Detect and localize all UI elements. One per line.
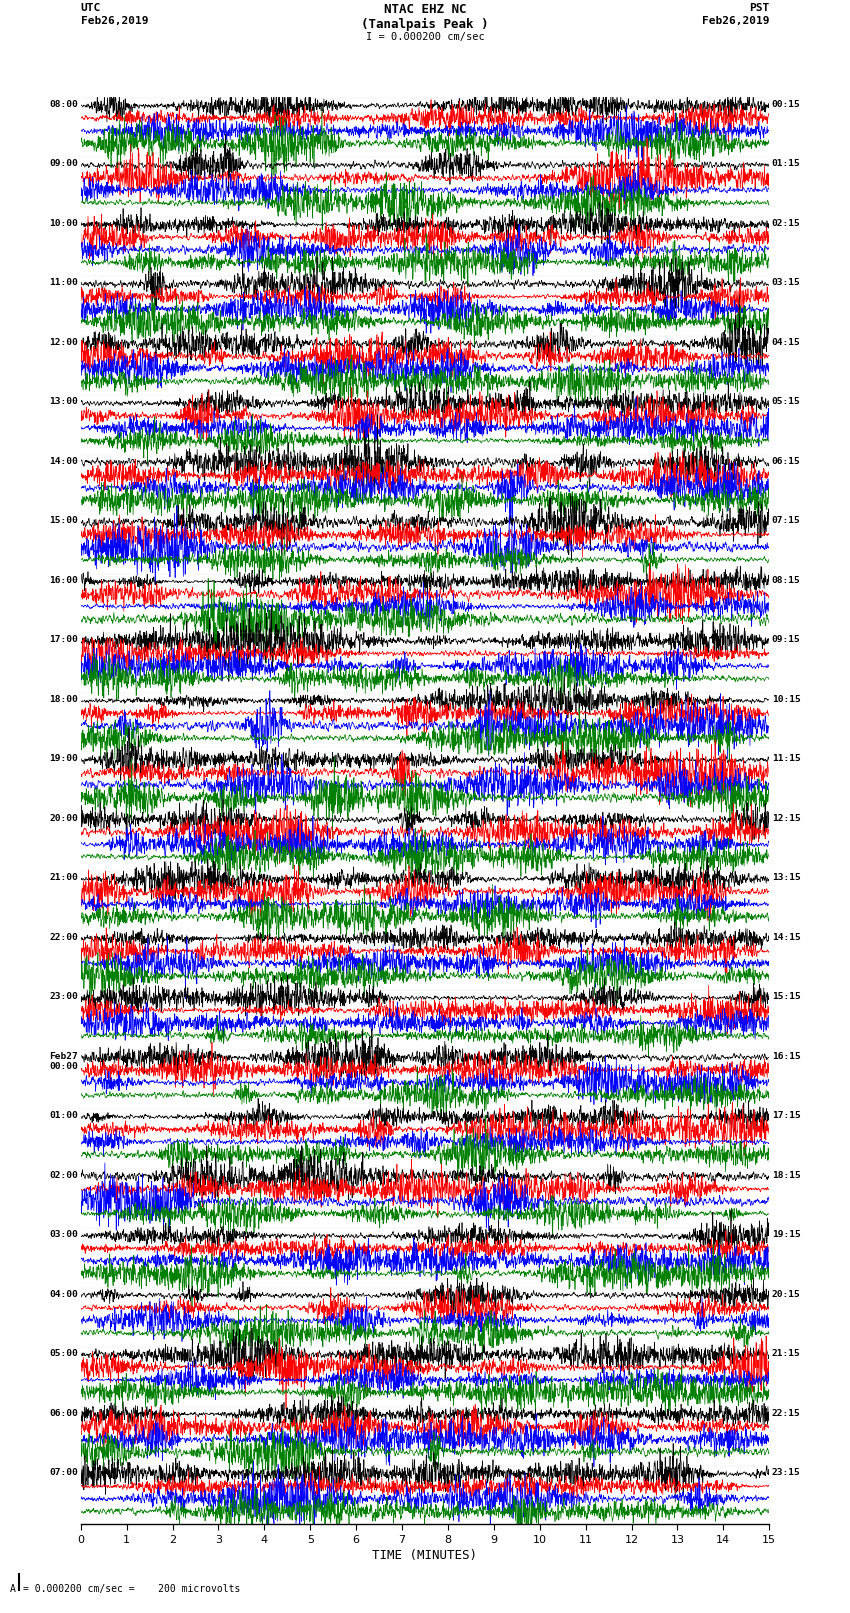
Text: 02:00: 02:00: [49, 1171, 78, 1179]
Text: 01:15: 01:15: [772, 160, 801, 168]
Text: 10:00: 10:00: [49, 219, 78, 227]
Text: 03:00: 03:00: [49, 1231, 78, 1239]
Text: 17:15: 17:15: [772, 1111, 801, 1119]
Text: 04:00: 04:00: [49, 1290, 78, 1298]
Text: 06:00: 06:00: [49, 1408, 78, 1418]
Text: (Tanalpais Peak ): (Tanalpais Peak ): [361, 18, 489, 31]
Text: UTC: UTC: [81, 3, 101, 13]
Text: 15:00: 15:00: [49, 516, 78, 526]
Text: 21:15: 21:15: [772, 1348, 801, 1358]
Text: 20:00: 20:00: [49, 815, 78, 823]
Text: 03:15: 03:15: [772, 279, 801, 287]
Text: 12:15: 12:15: [772, 815, 801, 823]
Text: A: A: [10, 1584, 16, 1594]
Text: 11:00: 11:00: [49, 279, 78, 287]
Text: 23:15: 23:15: [772, 1468, 801, 1478]
Text: 07:00: 07:00: [49, 1468, 78, 1478]
Text: 13:00: 13:00: [49, 397, 78, 406]
Text: 19:00: 19:00: [49, 755, 78, 763]
Text: 05:15: 05:15: [772, 397, 801, 406]
Text: 13:15: 13:15: [772, 873, 801, 882]
Text: 14:00: 14:00: [49, 456, 78, 466]
Text: 21:00: 21:00: [49, 873, 78, 882]
Text: 08:00: 08:00: [49, 100, 78, 110]
Text: 05:00: 05:00: [49, 1348, 78, 1358]
Text: 18:15: 18:15: [772, 1171, 801, 1179]
Text: 19:15: 19:15: [772, 1231, 801, 1239]
Text: NTAC EHZ NC: NTAC EHZ NC: [383, 3, 467, 16]
Text: Feb27
00:00: Feb27 00:00: [49, 1052, 78, 1071]
Text: 16:00: 16:00: [49, 576, 78, 586]
Text: 18:00: 18:00: [49, 695, 78, 703]
Text: 22:00: 22:00: [49, 932, 78, 942]
Text: 06:15: 06:15: [772, 456, 801, 466]
X-axis label: TIME (MINUTES): TIME (MINUTES): [372, 1548, 478, 1561]
Text: 02:15: 02:15: [772, 219, 801, 227]
Text: 04:15: 04:15: [772, 339, 801, 347]
Text: 17:00: 17:00: [49, 636, 78, 644]
Text: 07:15: 07:15: [772, 516, 801, 526]
Text: 08:15: 08:15: [772, 576, 801, 586]
Text: 16:15: 16:15: [772, 1052, 801, 1061]
Text: = 0.000200 cm/sec =    200 microvolts: = 0.000200 cm/sec = 200 microvolts: [23, 1584, 241, 1594]
Text: 23:00: 23:00: [49, 992, 78, 1002]
Text: 00:15: 00:15: [772, 100, 801, 110]
Text: 09:15: 09:15: [772, 636, 801, 644]
Text: 10:15: 10:15: [772, 695, 801, 703]
Text: Feb26,2019: Feb26,2019: [702, 16, 769, 26]
Text: 09:00: 09:00: [49, 160, 78, 168]
Text: 12:00: 12:00: [49, 339, 78, 347]
Text: PST: PST: [749, 3, 769, 13]
Text: 01:00: 01:00: [49, 1111, 78, 1119]
Text: 20:15: 20:15: [772, 1290, 801, 1298]
Text: I = 0.000200 cm/sec: I = 0.000200 cm/sec: [366, 32, 484, 42]
Text: 14:15: 14:15: [772, 932, 801, 942]
Text: Feb26,2019: Feb26,2019: [81, 16, 148, 26]
Text: 22:15: 22:15: [772, 1408, 801, 1418]
Text: 15:15: 15:15: [772, 992, 801, 1002]
Text: 11:15: 11:15: [772, 755, 801, 763]
